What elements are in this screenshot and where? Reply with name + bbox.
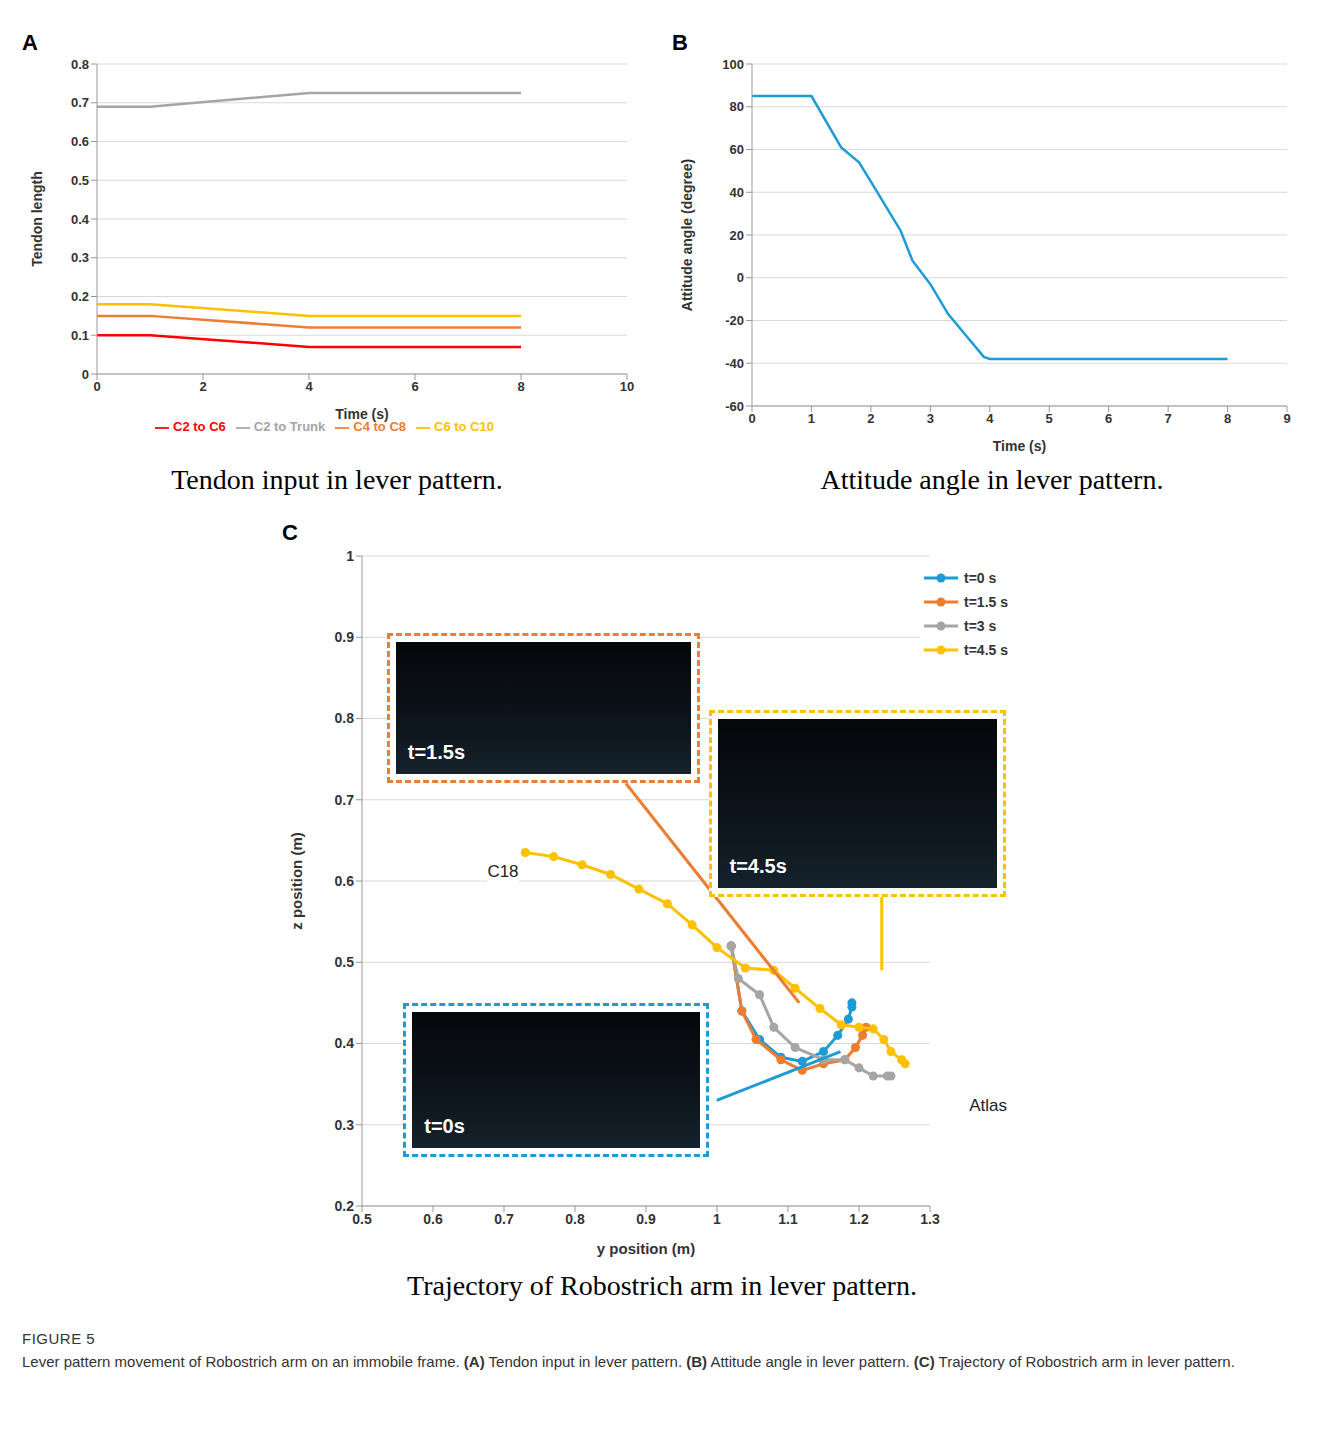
svg-text:6: 6 xyxy=(1105,411,1112,426)
svg-text:0.7: 0.7 xyxy=(494,1211,514,1227)
svg-text:0.1: 0.1 xyxy=(71,328,89,343)
svg-text:Time (s): Time (s) xyxy=(335,406,388,422)
svg-text:0.2: 0.2 xyxy=(335,1198,355,1214)
svg-text:-60: -60 xyxy=(725,399,744,414)
html-text:t=0 s: t=0 s xyxy=(964,570,997,586)
html-text:t=4.5s: t=4.5s xyxy=(729,855,787,878)
html-text:Lever pattern movement of Robo: Lever pattern movement of Robostrich arm… xyxy=(22,1353,1235,1370)
svg-text:Tendon length: Tendon length xyxy=(29,171,45,266)
svg-text:0.9: 0.9 xyxy=(335,629,355,645)
svg-text:4: 4 xyxy=(986,411,994,426)
svg-text:3: 3 xyxy=(927,411,934,426)
svg-text:0.3: 0.3 xyxy=(335,1117,355,1133)
svg-text:z position (m): z position (m) xyxy=(288,832,305,930)
html-text:C2 to C6: C2 to C6 xyxy=(173,419,226,434)
html-text:B: B xyxy=(672,30,688,55)
svg-text:20: 20 xyxy=(730,228,744,243)
html-text:Trajectory of Robostrich arm i: Trajectory of Robostrich arm in lever pa… xyxy=(407,1270,917,1301)
svg-text:9: 9 xyxy=(1283,411,1290,426)
html-text:C18: C18 xyxy=(487,861,519,881)
svg-text:1.3: 1.3 xyxy=(920,1211,940,1227)
svg-text:6: 6 xyxy=(411,379,418,394)
html-text:t=1.5s: t=1.5s xyxy=(407,741,465,764)
svg-text:8: 8 xyxy=(1224,411,1231,426)
svg-text:0: 0 xyxy=(93,379,100,394)
svg-text:y position (m): y position (m) xyxy=(597,1240,695,1257)
svg-text:0: 0 xyxy=(82,367,89,382)
svg-text:1.1: 1.1 xyxy=(778,1211,798,1227)
svg-text:2: 2 xyxy=(867,411,874,426)
svg-text:0: 0 xyxy=(737,270,744,285)
svg-text:0.5: 0.5 xyxy=(352,1211,372,1227)
svg-text:0.9: 0.9 xyxy=(636,1211,656,1227)
svg-text:0.8: 0.8 xyxy=(565,1211,585,1227)
html-text:Attitude angle in lever patter: Attitude angle in lever pattern. xyxy=(820,464,1164,495)
html-text:t=1.5 s: t=1.5 s xyxy=(964,594,1008,610)
svg-text:0.7: 0.7 xyxy=(335,792,355,808)
svg-text:0.5: 0.5 xyxy=(335,954,355,970)
svg-text:0.8: 0.8 xyxy=(335,710,355,726)
svg-text:0: 0 xyxy=(748,411,755,426)
svg-text:80: 80 xyxy=(730,99,744,114)
html-text:C4 to C8: C4 to C8 xyxy=(353,419,406,434)
svg-text:Attitude angle (degree): Attitude angle (degree) xyxy=(679,159,695,311)
html-text:C2 to Trunk: C2 to Trunk xyxy=(253,419,326,434)
svg-text:0.8: 0.8 xyxy=(71,57,89,72)
svg-text:2: 2 xyxy=(199,379,206,394)
svg-text:0.6: 0.6 xyxy=(335,873,355,889)
svg-text:0.2: 0.2 xyxy=(71,289,89,304)
svg-text:5: 5 xyxy=(1046,411,1053,426)
html-text:t=0s: t=0s xyxy=(424,1115,465,1138)
svg-text:1: 1 xyxy=(713,1211,721,1227)
svg-text:7: 7 xyxy=(1164,411,1171,426)
html-text:t=4.5 s: t=4.5 s xyxy=(964,642,1008,658)
html-text:A: A xyxy=(22,30,38,55)
svg-text:10: 10 xyxy=(620,379,634,394)
html-text:C6 to C10: C6 to C10 xyxy=(434,419,494,434)
svg-text:0.5: 0.5 xyxy=(71,173,89,188)
svg-text:0.6: 0.6 xyxy=(423,1211,443,1227)
svg-text:0.3: 0.3 xyxy=(71,250,89,265)
svg-text:4: 4 xyxy=(305,379,313,394)
svg-text:-40: -40 xyxy=(725,356,744,371)
svg-text:0.7: 0.7 xyxy=(71,95,89,110)
html-text:FIGURE 5: FIGURE 5 xyxy=(22,1330,96,1347)
svg-text:1: 1 xyxy=(808,411,815,426)
svg-text:-20: -20 xyxy=(725,313,744,328)
svg-text:1.2: 1.2 xyxy=(849,1211,869,1227)
svg-text:100: 100 xyxy=(722,57,744,72)
html-text:Tendon input in lever pattern.: Tendon input in lever pattern. xyxy=(171,464,503,495)
svg-text:Time (s): Time (s) xyxy=(993,438,1046,454)
svg-text:8: 8 xyxy=(517,379,524,394)
html-text:Atlas: Atlas xyxy=(969,1095,1007,1115)
svg-text:0.6: 0.6 xyxy=(71,134,89,149)
svg-text:40: 40 xyxy=(730,185,744,200)
html-text:C: C xyxy=(282,520,298,545)
svg-text:1: 1 xyxy=(346,548,354,564)
svg-text:0.4: 0.4 xyxy=(71,212,90,227)
html-text:t=3 s: t=3 s xyxy=(964,618,997,634)
svg-text:0.4: 0.4 xyxy=(335,1035,355,1051)
svg-text:60: 60 xyxy=(730,142,744,157)
